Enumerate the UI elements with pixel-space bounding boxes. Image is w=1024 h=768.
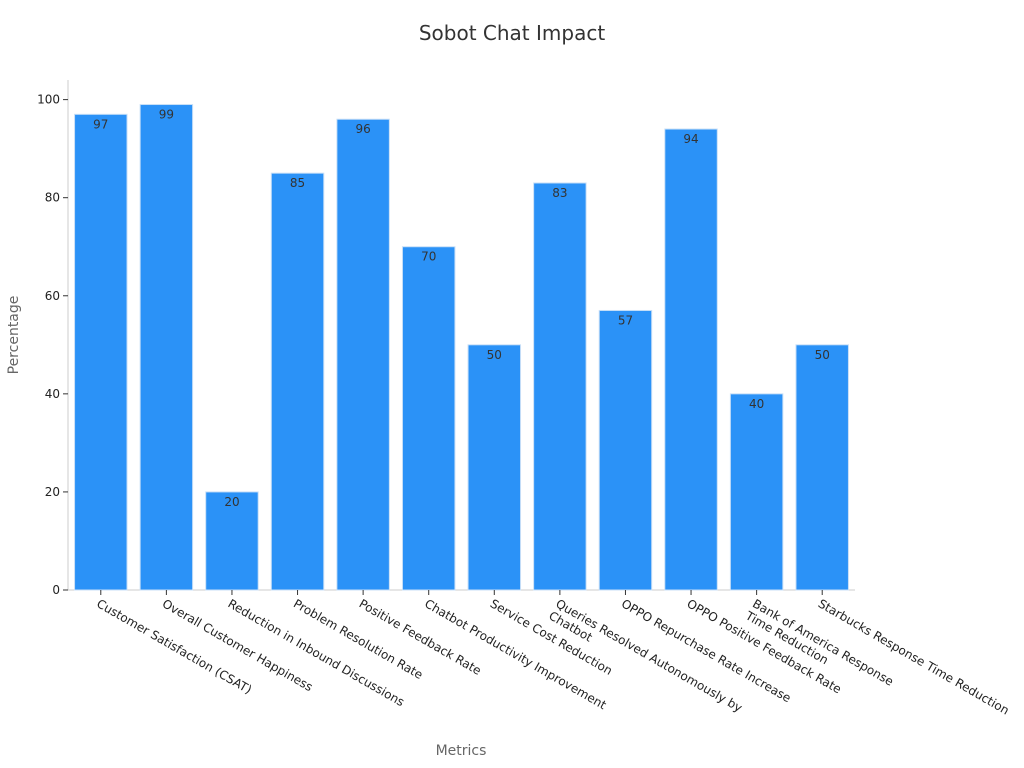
bar (598, 309, 653, 591)
y-tick-label: 80 (45, 191, 60, 205)
y-tick-label: 100 (37, 93, 60, 107)
bar-value-label: 40 (749, 397, 764, 411)
bar-value-label: 97 (93, 117, 108, 131)
bar (729, 393, 784, 591)
bar-value-label: 99 (159, 108, 174, 122)
bar (664, 128, 718, 591)
y-tick-label: 0 (52, 583, 60, 597)
bar-value-label: 50 (487, 348, 502, 362)
x-axis-title: Metrics (436, 743, 487, 759)
bar (139, 104, 194, 591)
bar (533, 182, 587, 591)
bar-value-label: 20 (224, 495, 239, 509)
bar-value-label: 70 (421, 250, 436, 264)
bar-value-label: 57 (618, 313, 633, 327)
bar-value-label: 85 (290, 176, 305, 190)
bar-value-label: 50 (815, 348, 830, 362)
value-labels-group: 97 99 20 85 96 70 50 83 57 94 40 50 (93, 108, 830, 509)
bar (205, 491, 259, 591)
bar-value-label: 94 (683, 132, 698, 146)
bar-value-label: 83 (552, 186, 567, 200)
y-tick-label: 20 (45, 485, 60, 499)
bar (795, 344, 849, 591)
bar (270, 172, 325, 591)
x-axis-ticks: Customer Satisfaction (CSAT)Overall Cust… (94, 590, 1012, 718)
x-tick-label-line: Service Cost Reduction (488, 596, 615, 677)
x-tick-label: Service Cost Reduction (488, 596, 615, 677)
x-tick-label: Positive Feedback Rate (357, 596, 484, 677)
bar (401, 246, 456, 591)
x-tick-label-line: Positive Feedback Rate (357, 596, 484, 677)
y-tick-label: 40 (45, 387, 60, 401)
chart-title: Sobot Chat Impact (419, 21, 605, 45)
bar (467, 344, 522, 591)
bar (336, 118, 390, 591)
bars-group (74, 104, 849, 591)
y-tick-label: 60 (45, 289, 60, 303)
bar (74, 113, 128, 591)
bar-value-label: 96 (355, 122, 370, 136)
y-axis-ticks: 0 20 40 60 80 100 (37, 93, 68, 597)
y-axis-title: Percentage (6, 296, 22, 375)
